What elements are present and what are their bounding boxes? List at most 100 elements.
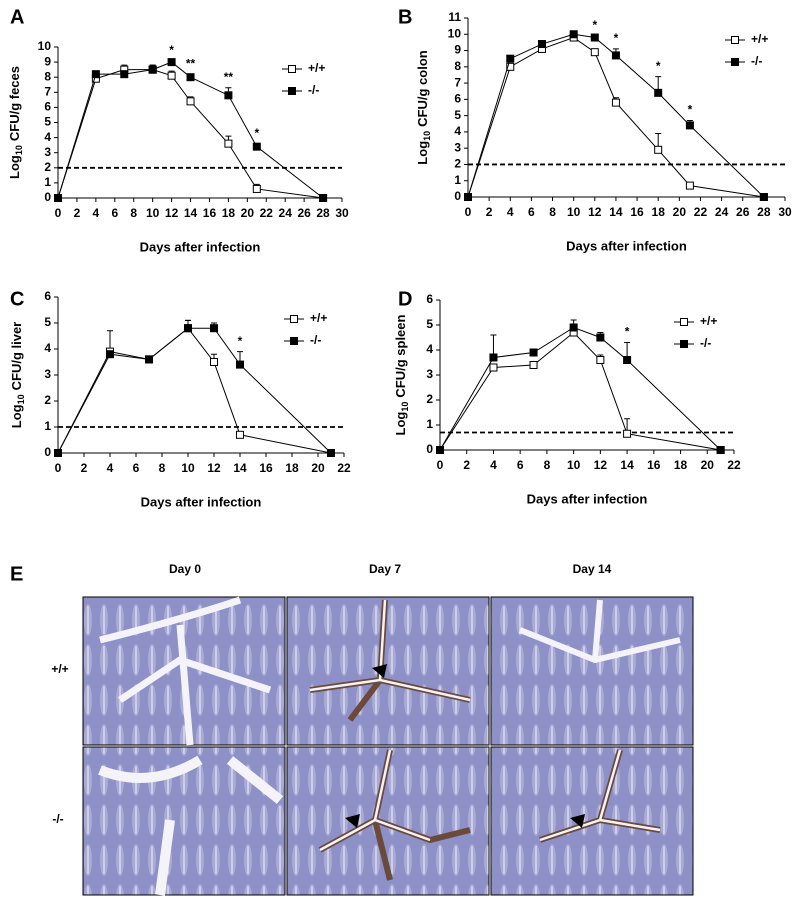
y-tick-label: 3 <box>426 367 433 381</box>
x-tick-label: 10 <box>181 461 195 475</box>
x-tick-label: 16 <box>259 461 273 475</box>
y-axis-label: Log10 CFU/g colon <box>415 50 432 164</box>
y-tick-label: 2 <box>426 392 433 406</box>
marker <box>224 139 233 148</box>
marker <box>210 358 218 366</box>
significance: * <box>656 59 661 73</box>
marker <box>590 33 599 42</box>
x-tick-label: 14 <box>184 206 198 220</box>
histology-image <box>286 596 490 746</box>
significance: * <box>254 126 259 140</box>
x-tick-label: 8 <box>130 206 137 220</box>
marker <box>759 193 768 201</box>
x-tick-label: 20 <box>673 205 687 219</box>
marker <box>685 181 694 190</box>
marker <box>596 333 605 342</box>
y-tick-label: 9 <box>44 54 51 68</box>
x-tick-label: 14 <box>233 461 247 475</box>
x-tick-label: 18 <box>285 461 299 475</box>
y-tick-label: 2 <box>44 393 51 407</box>
legend-label: +/+ <box>308 61 325 75</box>
y-tick-label: 5 <box>454 108 461 122</box>
marker <box>590 48 599 57</box>
x-tick-label: 22 <box>694 205 708 219</box>
marker <box>569 323 578 332</box>
x-axis-label: Days after infection <box>527 491 648 506</box>
y-tick-label: 1 <box>454 173 461 187</box>
x-tick-label: 0 <box>465 205 472 219</box>
y-tick-label: 1 <box>426 417 433 431</box>
marker <box>224 91 233 100</box>
y-tick-label: 2 <box>454 157 461 171</box>
x-tick-label: 2 <box>463 458 470 472</box>
marker <box>54 194 62 202</box>
x-tick-label: 30 <box>335 206 349 220</box>
y-tick-label: 4 <box>426 342 433 356</box>
x-tick-label: 0 <box>55 461 62 475</box>
x-tick-label: 2 <box>81 461 88 475</box>
y-tick-label: 6 <box>44 289 51 303</box>
x-tick-label: 14 <box>609 205 623 219</box>
marker <box>611 51 620 60</box>
legend-marker <box>731 58 739 66</box>
marker <box>623 356 632 364</box>
x-tick-label: 8 <box>549 205 556 219</box>
x-tick-label: 28 <box>757 205 771 219</box>
y-tick-label: 0 <box>426 442 433 456</box>
column-header: Day 14 <box>573 562 612 576</box>
x-tick-label: 16 <box>647 458 661 472</box>
x-tick-label: 8 <box>159 461 166 475</box>
x-tick-label: 22 <box>337 461 351 475</box>
panel-label: C <box>10 288 24 310</box>
significance: * <box>625 325 630 339</box>
marker <box>319 194 328 202</box>
x-tick-label: 4 <box>490 458 497 472</box>
x-tick-label: 8 <box>544 458 551 472</box>
y-tick-label: 5 <box>44 315 51 329</box>
y-tick-label: 3 <box>44 367 51 381</box>
marker <box>167 71 176 80</box>
y-tick-label: 3 <box>44 145 51 159</box>
y-axis-label: Log10 CFU/g spleen <box>393 314 410 435</box>
significance: ** <box>224 70 234 84</box>
x-tick-label: 4 <box>93 206 100 220</box>
legend-marker <box>680 340 688 348</box>
significance: * <box>688 103 693 117</box>
x-tick-label: 4 <box>107 461 114 475</box>
marker <box>489 353 498 362</box>
y-tick-label: 5 <box>44 115 51 129</box>
y-axis-label: Log10 CFU/g feces <box>7 66 24 179</box>
y-tick-label: 8 <box>454 59 461 73</box>
marker <box>91 70 100 79</box>
x-axis-label: Days after infection <box>141 494 262 509</box>
marker <box>236 430 244 439</box>
x-tick-label: 6 <box>133 461 140 475</box>
x-tick-label: 22 <box>260 206 274 220</box>
arrow <box>372 664 387 678</box>
x-tick-label: 20 <box>241 206 255 220</box>
y-tick-label: 4 <box>44 130 51 144</box>
x-tick-label: 20 <box>311 461 325 475</box>
marker <box>327 449 335 457</box>
y-tick-label: 11 <box>448 10 461 24</box>
significance: * <box>169 43 174 57</box>
marker <box>236 360 244 369</box>
y-tick-label: 0 <box>44 445 51 459</box>
x-tick-label: 12 <box>588 205 602 219</box>
y-tick-label: 5 <box>426 317 433 331</box>
y-tick-label: 0 <box>454 189 461 203</box>
x-tick-label: 4 <box>507 205 514 219</box>
lumen <box>98 755 284 896</box>
marker <box>464 193 472 201</box>
y-tick-label: 3 <box>454 140 461 154</box>
y-axis-label-part: 10 <box>14 145 24 155</box>
x-tick-label: 12 <box>165 206 179 220</box>
y-axis-label-part: Log <box>393 412 408 436</box>
legend-label: -/- <box>310 333 321 347</box>
arrow <box>570 814 585 828</box>
